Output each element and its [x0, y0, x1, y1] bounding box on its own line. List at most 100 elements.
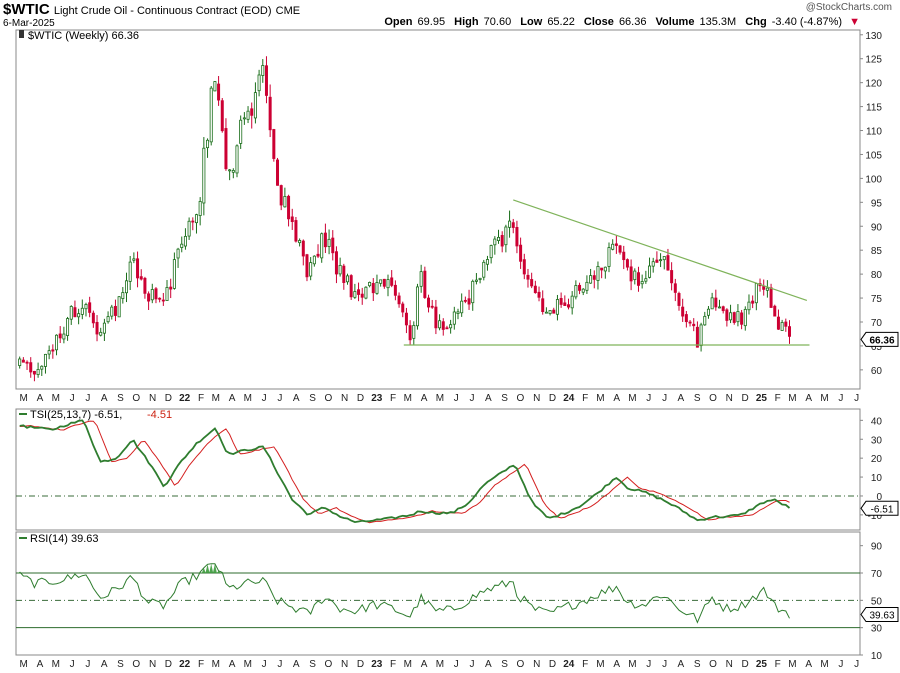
candle-down [91, 312, 95, 324]
candle-down [147, 293, 151, 302]
candle-up [555, 299, 559, 315]
price-axis-tick-label: 95 [871, 198, 883, 209]
resistance-trendline [513, 199, 808, 302]
candle-up [66, 318, 70, 336]
month-label: J [646, 393, 651, 404]
month-label: A [613, 659, 620, 670]
candle-up [102, 322, 106, 334]
candle-down [342, 265, 346, 283]
rsi-last-tag [860, 607, 899, 623]
month-label: A [485, 659, 492, 670]
candle-up [765, 287, 769, 291]
volume-value: 135.3M [699, 16, 737, 28]
candle-up [474, 279, 478, 282]
rsi-axis-tick-label: 50 [871, 596, 883, 607]
month-label: M [788, 659, 796, 670]
candle-up [183, 235, 187, 247]
candle-down [784, 321, 788, 327]
candle-up [603, 266, 607, 272]
month-label: A [485, 393, 492, 404]
candle-up [345, 275, 349, 283]
year-label: 22 [179, 659, 191, 670]
month-label: A [678, 393, 685, 404]
chart-date: 6-Mar-2025 [3, 18, 55, 29]
candle-up [662, 256, 666, 261]
year-label: 23 [371, 659, 383, 670]
candle-down [323, 232, 327, 248]
month-label: A [421, 393, 428, 404]
candle-up [228, 169, 232, 172]
candle-down [636, 272, 640, 286]
price-panel-title: $WTIC (Weekly) 66.36 [28, 30, 139, 42]
price-axis-tick-label: 75 [871, 294, 883, 305]
price-axis-tick-label: 130 [865, 31, 882, 42]
month-label: A [805, 393, 812, 404]
tsi-axis-tick-label: 10 [871, 473, 883, 484]
candle-up [611, 243, 615, 250]
rsi-axis-tick-label: 90 [871, 542, 883, 553]
month-label: M [628, 659, 636, 670]
candle-up [202, 147, 206, 204]
candle-up [77, 313, 81, 318]
candle-down [382, 278, 386, 287]
month-label: N [149, 659, 156, 670]
candle-down [294, 220, 298, 242]
candle-down [692, 323, 696, 327]
month-label: A [37, 393, 44, 404]
candle-down [73, 307, 77, 318]
candle-up [544, 311, 548, 314]
month-label: S [117, 659, 124, 670]
year-label: 25 [756, 659, 768, 670]
candle-down [430, 305, 434, 308]
month-label: M [596, 393, 604, 404]
candle-up [320, 233, 324, 259]
candle-up [471, 280, 475, 304]
candle-up [504, 226, 508, 246]
ohlc-readout: Open 69.95 High 70.60 Low 65.22 Close 66… [378, 16, 860, 28]
candle-down [500, 235, 504, 247]
rsi-line [19, 563, 790, 624]
candle-up [327, 238, 331, 247]
candle-up [386, 279, 390, 289]
month-label: O [709, 659, 717, 670]
month-label: J [70, 393, 75, 404]
open-value: 69.95 [417, 16, 446, 28]
month-label: N [149, 393, 156, 404]
candle-down [29, 362, 33, 373]
candle-down [390, 277, 394, 286]
candle-down [559, 298, 563, 305]
candle-up [493, 238, 497, 246]
candle-down [32, 370, 36, 375]
month-label: J [469, 393, 474, 404]
candle-up [452, 311, 456, 325]
symbol-ticker: $WTIC [3, 1, 50, 18]
month-label: N [533, 659, 540, 670]
month-label: A [678, 659, 685, 670]
month-label: F [775, 393, 781, 404]
price-axis-tick-label: 120 [865, 79, 882, 90]
month-label: J [469, 659, 474, 670]
candle-up [80, 307, 84, 315]
rsi-panel: 10 30 50 70 90 RSI(14) 39.63 39.63 [15, 531, 899, 662]
month-label: D [741, 393, 748, 404]
candle-down [695, 326, 699, 348]
candle-up [633, 270, 637, 281]
volume-label: Volume [655, 16, 695, 28]
candle-down [408, 325, 412, 341]
candle-up [353, 291, 357, 298]
last-price-label: 66.36 [869, 335, 894, 346]
month-label: A [229, 393, 236, 404]
candle-up [754, 283, 758, 304]
month-label: O [324, 393, 332, 404]
candle-down [467, 298, 471, 305]
price-axis-tick-label: 80 [871, 270, 883, 281]
month-label: J [277, 659, 282, 670]
candle-down [371, 283, 375, 294]
candle-down [143, 277, 147, 294]
candle-down [537, 291, 541, 298]
candle-up [312, 255, 316, 265]
candle-up [710, 297, 714, 310]
month-label: S [309, 393, 316, 404]
price-legend-icon [19, 30, 24, 38]
candle-down [360, 293, 364, 298]
